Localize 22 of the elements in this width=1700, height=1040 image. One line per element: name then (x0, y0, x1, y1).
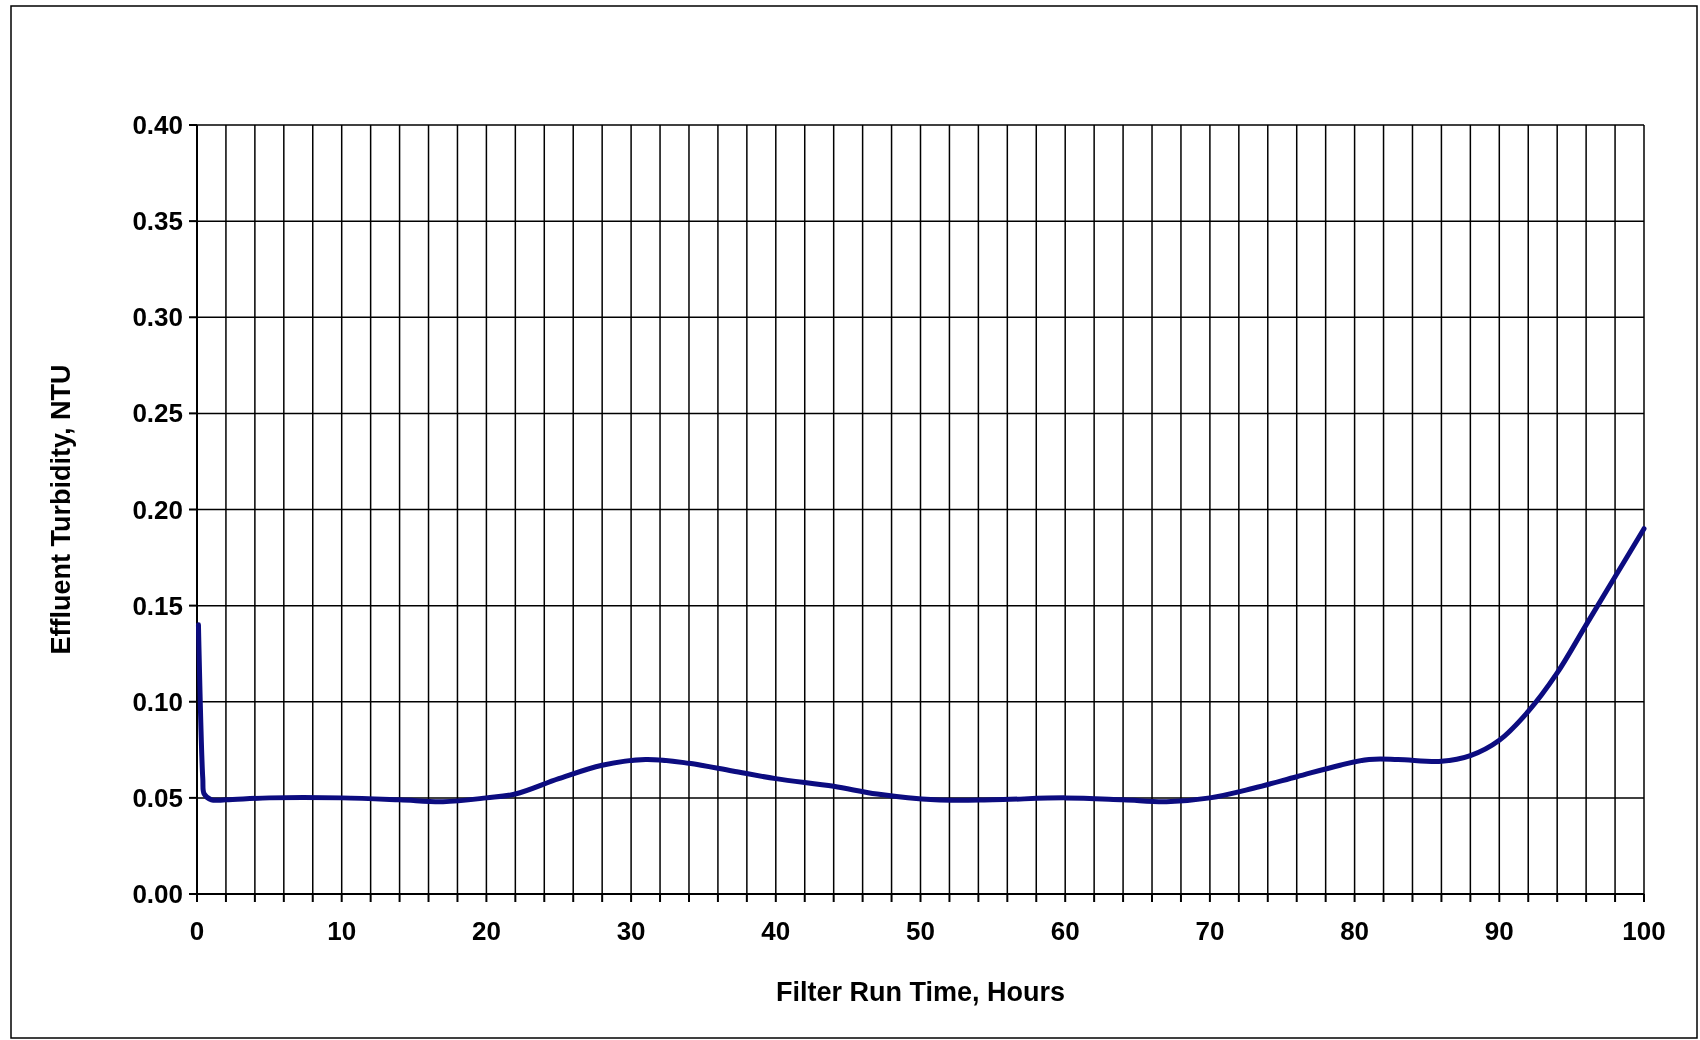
x-tick-label: 0 (189, 916, 205, 946)
y-tick-label: 0.30 (132, 302, 183, 333)
y-tick-label: 0.05 (132, 782, 183, 813)
x-tick-label: 20 (471, 916, 501, 946)
x-tick-label: 60 (1050, 916, 1080, 946)
y-tick-label: 0.40 (132, 110, 183, 141)
x-tick-label: 10 (327, 916, 357, 946)
y-tick-label: 0.35 (132, 206, 183, 237)
x-tick-label: 40 (761, 916, 791, 946)
y-tick-label: 0.10 (132, 686, 183, 717)
x-tick-label: 50 (906, 916, 935, 946)
x-tick-label: 90 (1484, 916, 1514, 946)
x-tick-label: 30 (616, 916, 646, 946)
y-tick-label: 0.00 (132, 879, 183, 910)
y-tick-label: 0.25 (132, 398, 183, 429)
x-axis-title: Filter Run Time, Hours (775, 977, 1066, 1007)
y-axis-title: Effluent Turbidity, NTU (46, 364, 76, 655)
x-tick-label: 100 (1622, 916, 1666, 946)
y-tick-label: 0.20 (132, 494, 183, 525)
y-tick-label: 0.15 (132, 590, 183, 621)
x-tick-label: 80 (1340, 916, 1370, 946)
x-tick-label: 70 (1195, 916, 1225, 946)
